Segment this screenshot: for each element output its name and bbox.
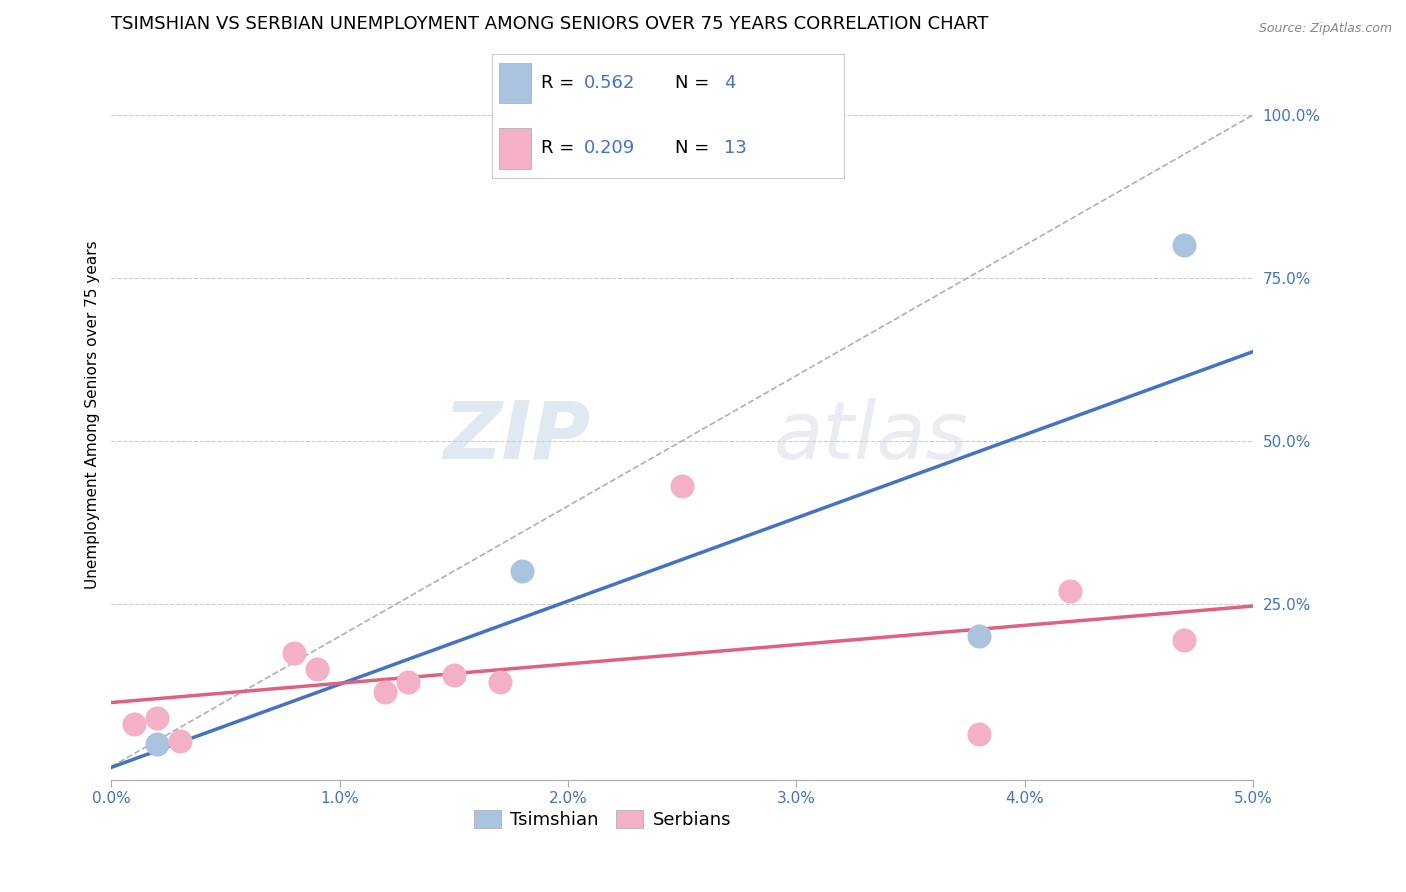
Point [283, 646, 305, 660]
FancyBboxPatch shape [499, 62, 531, 103]
Point [169, 733, 191, 747]
Text: atlas: atlas [773, 398, 969, 475]
Point [305, 662, 328, 676]
Point [671, 479, 693, 493]
Text: N =: N = [675, 75, 714, 93]
Text: 4: 4 [724, 75, 735, 93]
FancyBboxPatch shape [499, 128, 531, 169]
Text: R =: R = [541, 75, 581, 93]
Text: 0.562: 0.562 [583, 75, 636, 93]
Point [1173, 238, 1195, 252]
Text: R =: R = [541, 139, 581, 157]
Text: TSIMSHIAN VS SERBIAN UNEMPLOYMENT AMONG SENIORS OVER 75 YEARS CORRELATION CHART: TSIMSHIAN VS SERBIAN UNEMPLOYMENT AMONG … [111, 15, 988, 33]
Y-axis label: Unemployment Among Seniors over 75 years: Unemployment Among Seniors over 75 years [86, 241, 100, 589]
Point [146, 711, 169, 725]
Point [396, 674, 419, 689]
Text: 0.209: 0.209 [583, 139, 634, 157]
Point [1173, 632, 1195, 647]
Point [1059, 583, 1081, 598]
Point [443, 668, 465, 682]
Text: ZIP: ZIP [443, 398, 591, 475]
Point [146, 737, 169, 751]
Point [967, 727, 990, 741]
Point [122, 717, 145, 731]
Text: 13: 13 [724, 139, 747, 157]
Text: Source: ZipAtlas.com: Source: ZipAtlas.com [1258, 22, 1392, 36]
Text: N =: N = [675, 139, 714, 157]
Point [512, 564, 534, 578]
Point [374, 684, 396, 698]
Point [967, 629, 990, 643]
Point [488, 674, 510, 689]
Legend: Tsimshian, Serbians: Tsimshian, Serbians [467, 803, 738, 837]
